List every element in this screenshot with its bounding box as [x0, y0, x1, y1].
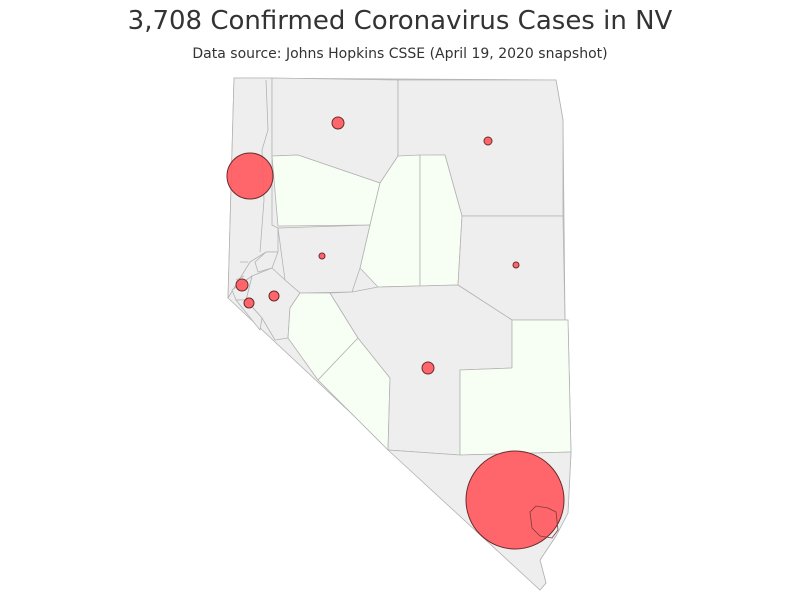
- bubble-humboldt[interactable]: [331, 116, 345, 130]
- city-boundary-detail: [529, 505, 559, 539]
- bubble-churchill[interactable]: [318, 252, 326, 260]
- county-boundary-detail: [235, 79, 269, 281]
- bubble-nye[interactable]: [421, 361, 435, 375]
- county-storey[interactable]: [254, 251, 279, 273]
- bubble-carson-city[interactable]: [235, 278, 249, 292]
- bubble-washoe[interactable]: [226, 152, 274, 200]
- bubble-elko[interactable]: [483, 136, 493, 146]
- bubble-lyon[interactable]: [268, 290, 280, 302]
- bubble-clark[interactable]: [465, 450, 565, 550]
- county-douglas[interactable]: [235, 299, 263, 331]
- bubble-douglas[interactable]: [243, 297, 255, 309]
- bubble-white-pine[interactable]: [512, 261, 520, 269]
- county-churchill[interactable]: [277, 224, 371, 294]
- map-title: 3,708 Confirmed Coronavirus Cases in NV: [127, 6, 673, 36]
- map-subtitle: Data source: Johns Hopkins CSSE (April 1…: [192, 46, 608, 62]
